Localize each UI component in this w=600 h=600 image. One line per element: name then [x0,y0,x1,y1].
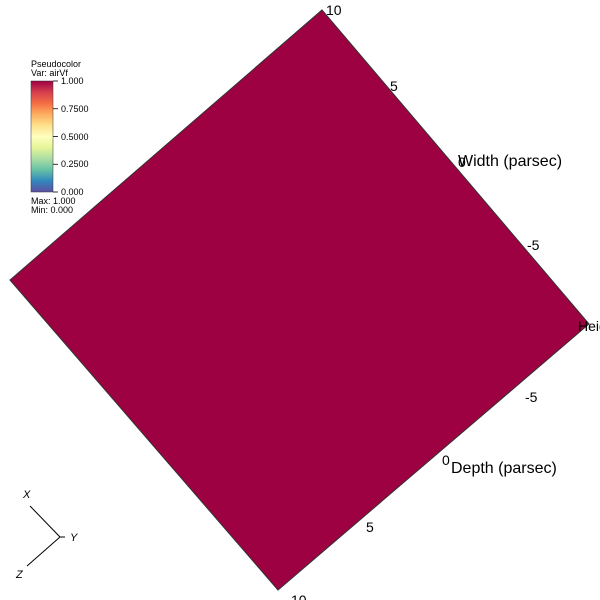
triad-z-line [26,536,61,567]
height-axis-title: Height (parsec) [578,318,600,334]
legend-tick-025: 0.2500 [61,159,89,169]
width-tick-10: 10 [326,2,342,18]
depth-tick-minus5: -5 [525,389,538,405]
legend-min: Min: 0.000 [31,205,73,215]
width-axis-title: Width (parsec) [458,153,562,170]
triad-x-label: X [22,489,31,501]
depth-tick-10: 10 [291,592,307,600]
legend-tick-1: 1.000 [61,76,84,86]
legend-tick-075: 0.7500 [61,104,89,114]
legend-title: Pseudocolor [31,59,81,69]
pseudocolor-legend: Pseudocolor Var: airVf 1.000 0.7500 0.50… [30,59,89,215]
depth-tick-5: 5 [366,519,374,535]
width-tick-5: 5 [390,78,398,94]
depth-axis: -5 0 5 10 Depth (parsec) [291,389,557,600]
legend-ticks [53,80,58,193]
depth-tick-0: 0 [442,452,450,468]
legend-tick-05: 0.5000 [61,132,89,142]
depth-axis-title: Depth (parsec) [451,460,557,477]
legend-tick-0: 0.000 [61,187,84,197]
legend-var-label: Var: airVf [31,68,68,78]
width-axis: 10 5 0 -5 Width (parsec) [326,2,562,253]
legend-colorbar [30,80,54,193]
legend-max: Max: 1.000 [31,196,76,206]
width-tick-0: 0 [458,154,466,170]
axes-triad: X Y Z [15,489,78,581]
triad-z-label: Z [15,569,24,581]
data-surface[interactable] [9,9,590,591]
triad-x-line [29,505,61,538]
triad-y-label: Y [70,532,78,544]
width-tick-minus5: -5 [527,237,540,253]
